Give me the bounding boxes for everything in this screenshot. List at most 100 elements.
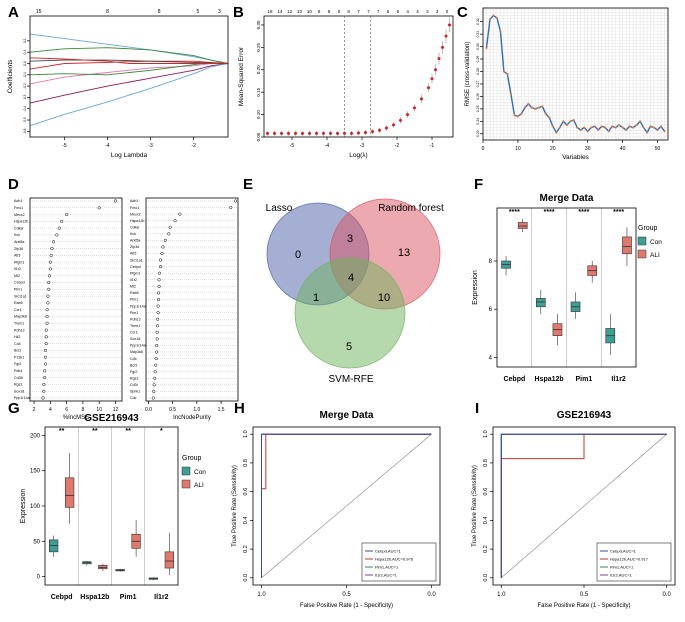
importance-dot (43, 348, 48, 352)
plot-frame (482, 7, 669, 141)
box (535, 298, 546, 308)
y-tick-label: 0.6 (483, 488, 489, 496)
rmse-point (638, 120, 642, 123)
panel-label: B (233, 4, 244, 21)
top-tick-label: 10 (307, 9, 313, 14)
x-axis-title: IncNodePurity (173, 415, 211, 421)
x-tick-label: 0.0 (145, 407, 152, 413)
x-tick-label: -5 (290, 143, 295, 149)
top-tick-label: 8 (338, 9, 341, 14)
mse-point (280, 131, 283, 135)
rmse-point (604, 126, 607, 129)
x-tick-label: 50 (655, 146, 661, 152)
x-axis-title: False Positive Rate (1 - Specificity) (300, 603, 393, 609)
gene-label: Cdc (130, 396, 137, 400)
x-axis-title: Variables (562, 154, 589, 161)
gene-label: Map3k8 (130, 350, 143, 354)
gene-label: Slc11a1 (130, 258, 143, 262)
importance-dot (155, 343, 159, 348)
y-tick-label: 0.4 (483, 517, 489, 525)
top-tick-label: 5 (387, 9, 390, 14)
gene-label: Atf3 (14, 254, 20, 258)
x-tick-label: 40 (620, 146, 626, 152)
rmse-point (499, 30, 502, 33)
rmse-point (555, 131, 558, 134)
importance-dot (43, 369, 47, 373)
importance-dot (44, 342, 48, 346)
rmse-point (583, 126, 586, 129)
rmse-point (516, 115, 520, 118)
panel-label: I (475, 400, 479, 417)
y-tick-label: 0.2 (23, 38, 27, 43)
importance-dot (42, 389, 46, 393)
rmse-point (597, 128, 600, 132)
mse-point (420, 97, 423, 101)
importance-dot (156, 317, 160, 321)
category-label: Il1r2 (611, 376, 626, 383)
rmse-point (565, 123, 568, 127)
importance-dot (113, 199, 118, 203)
x-tick-label: 4 (49, 407, 52, 413)
importance-dot (44, 328, 48, 332)
gene-label: Bcl3 (14, 349, 21, 353)
importance-dot (157, 284, 161, 288)
top-tick-label: 8 (106, 9, 109, 15)
importance-dot (50, 247, 54, 251)
rmse-point (642, 126, 645, 129)
importance-dot (46, 294, 50, 298)
plot-frame (29, 197, 123, 402)
mse-point (294, 131, 297, 135)
gene-label: Fgr2 (130, 370, 137, 374)
y-tick-label: 0.27 (476, 81, 480, 88)
legend-box (596, 542, 672, 582)
rmse-point (628, 125, 631, 128)
y-tick-label: 150 (30, 469, 41, 475)
top-tick-label: 15 (36, 9, 42, 15)
rmse-point (614, 126, 617, 129)
importance-dot (49, 253, 53, 257)
importance-dot (152, 389, 156, 393)
importance-dot (160, 251, 164, 256)
rmse-point (509, 92, 513, 96)
gene-label: Adh1 (130, 199, 138, 203)
importance-dot (47, 274, 52, 278)
y-axis-title: Coefficients (7, 59, 14, 94)
set-label: SVM-RFE (329, 374, 374, 385)
rmse-point (586, 130, 589, 133)
top-tick-label: 8 (318, 9, 321, 14)
significance-label: ** (59, 428, 65, 435)
coef-path (29, 63, 229, 104)
rmse-point (530, 106, 533, 109)
gene-label: Ppp1r14a (130, 344, 146, 348)
y-tick-label: 8 (489, 259, 493, 265)
legend-box (361, 542, 437, 582)
y-tick-label: 0.0 (483, 574, 489, 582)
x-tick-label: -5 (62, 143, 67, 149)
rmse-point (520, 112, 523, 115)
gene-label: Zfp36 (14, 247, 23, 251)
mse-point (406, 113, 409, 117)
gene-label: P13k1 (14, 355, 24, 359)
x-tick-label: -4 (105, 143, 110, 149)
y-tick-label: 0.0 (243, 574, 249, 582)
top-tick-label: 3 (218, 9, 221, 15)
importance-dot (154, 363, 158, 367)
significance-label: ** (125, 428, 131, 435)
importance-dot (97, 206, 101, 210)
legend-label: Con (194, 469, 206, 476)
y-tick-label: 0.1 (23, 50, 27, 55)
y-tick-label: 1.0 (243, 430, 249, 438)
gene-label: Sphk1 (130, 390, 140, 394)
mse-point (315, 131, 318, 135)
importance-dot (65, 213, 69, 217)
set-label: Random forest (378, 203, 444, 214)
rmse-point (523, 106, 526, 109)
mse-point (448, 23, 451, 27)
plot-frame (496, 207, 637, 368)
importance-dot (153, 376, 157, 380)
legend-label: Hspa12b,AUC=0.976 (375, 557, 414, 562)
y-tick-label: 0.0 (23, 61, 27, 66)
x-tick-label: 1.0 (257, 592, 266, 598)
gene-label: Kck (14, 233, 20, 237)
